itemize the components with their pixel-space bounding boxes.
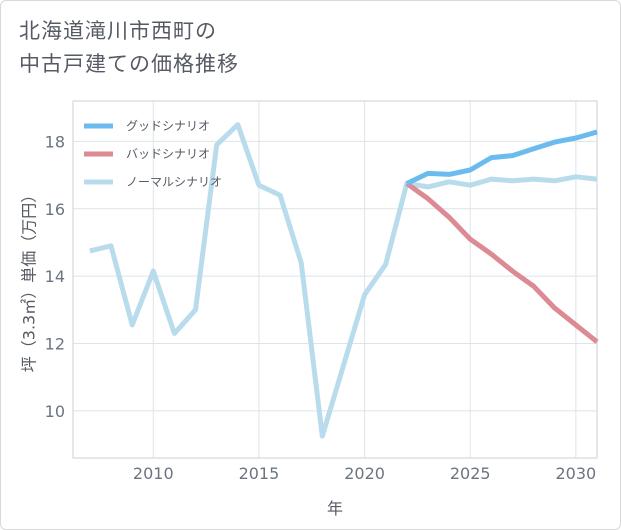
chart-title-line-1: 北海道滝川市西町の: [19, 19, 217, 43]
y-tick-label: 14: [45, 267, 65, 286]
y-tick-label: 16: [45, 200, 65, 219]
chart-title-line-2: 中古戸建ての価格推移: [19, 52, 239, 76]
series: [89, 122, 599, 439]
x-axis-title: 年: [327, 499, 343, 518]
x-tick-label: 2015: [239, 464, 280, 483]
legend-label-0: グッドシナリオ: [126, 119, 210, 133]
y-tick-label: 12: [45, 334, 65, 353]
axis-ticks: 2010 2015 2020 2025 2030 10 12 14 16 18: [45, 132, 597, 483]
x-tick-label: 2020: [344, 464, 385, 483]
x-tick-label: 2025: [450, 464, 491, 483]
grid: [73, 101, 597, 458]
y-tick-label: 10: [45, 402, 65, 421]
series-line-0: [405, 129, 598, 186]
x-tick-label: 2030: [556, 464, 597, 483]
plot-area: [72, 100, 598, 459]
y-axis-title: 坪（3.3㎡）単価（万円）: [20, 187, 39, 372]
series-line-2: [89, 122, 598, 439]
chart-title: 北海道滝川市西町の 中古戸建ての価格推移: [19, 15, 239, 81]
y-tick-label: 18: [45, 132, 65, 151]
legend-label-2: ノーマルシナリオ: [126, 175, 222, 189]
x-tick-label: 2010: [133, 464, 174, 483]
series-line-1: [405, 181, 599, 344]
legend-label-1: バッドシナリオ: [126, 147, 210, 161]
